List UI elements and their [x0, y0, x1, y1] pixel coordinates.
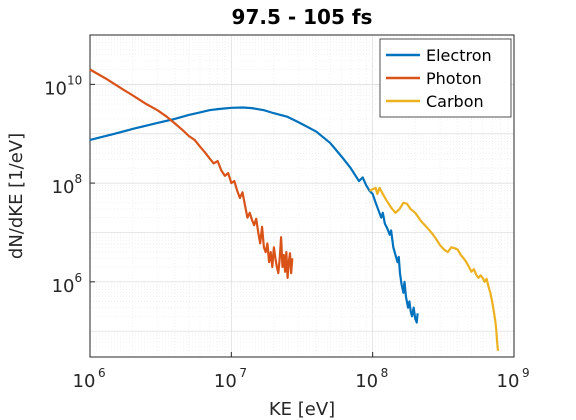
x-tick-label: 10	[214, 371, 237, 392]
legend-label-electron: Electron	[426, 46, 492, 65]
series-line-electron	[89, 106, 419, 324]
x-tick-exponent: 8	[381, 366, 389, 380]
x-axis-label: KE [eV]	[269, 399, 335, 420]
legend: Electron Photon Carbon	[379, 38, 512, 118]
chart-title: 97.5 - 105 fs	[232, 5, 373, 29]
x-tick-label: 10	[73, 371, 96, 392]
y-tick-exponent: 6	[75, 271, 83, 285]
axis-ticks: 10 6 10 7 10 8 10 910 610 810 10	[44, 73, 530, 392]
x-tick-exponent: 6	[98, 366, 106, 380]
y-tick-label: 10	[52, 276, 75, 297]
x-tick-exponent: 7	[239, 366, 247, 380]
x-tick-exponent: 9	[522, 366, 530, 380]
y-tick-exponent: 8	[75, 172, 83, 186]
legend-label-photon: Photon	[426, 69, 482, 88]
x-tick-label: 10	[497, 371, 520, 392]
plot-area	[89, 34, 515, 358]
legend-label-carbon: Carbon	[426, 92, 484, 111]
y-tick-label: 10	[52, 177, 75, 198]
series-line-carbon	[369, 186, 500, 351]
x-tick-label: 10	[355, 371, 378, 392]
y-tick-exponent: 10	[67, 73, 82, 87]
y-tick-label: 10	[44, 78, 67, 99]
series-line-photon	[89, 68, 294, 280]
plot-series	[89, 68, 500, 351]
y-axis-label: dN/dKE [1/eV]	[6, 133, 27, 259]
